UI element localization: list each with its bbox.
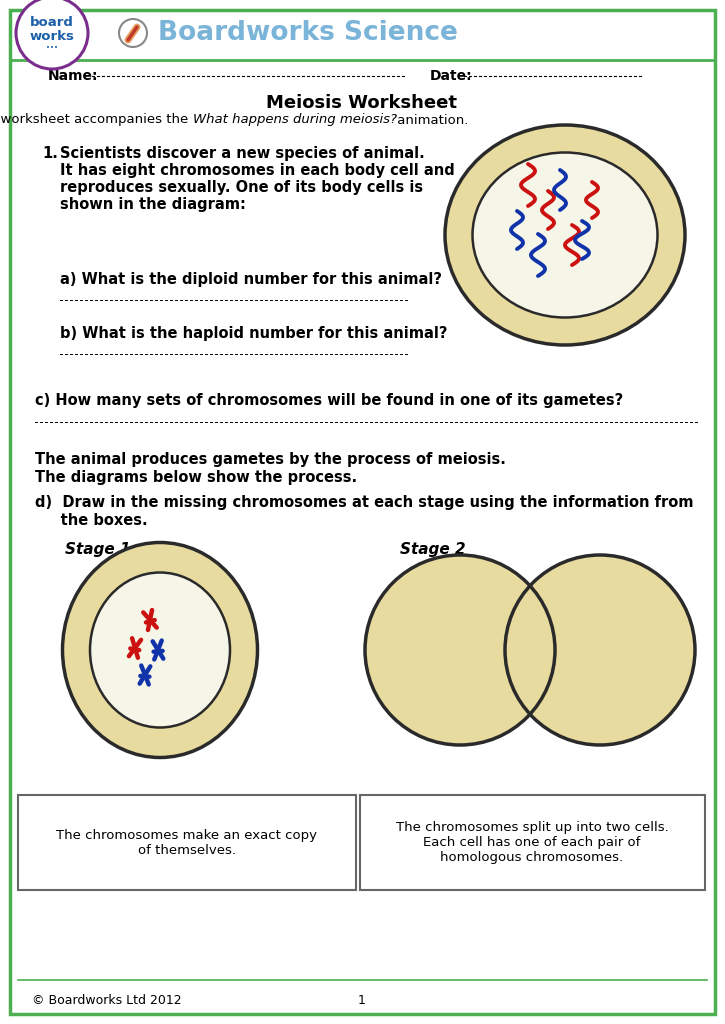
Text: This worksheet accompanies the: This worksheet accompanies the	[0, 114, 193, 127]
Text: b) What is the haploid number for this animal?: b) What is the haploid number for this a…	[60, 326, 447, 341]
Text: It has eight chromosomes in each body cell and: It has eight chromosomes in each body ce…	[60, 163, 455, 178]
Text: shown in the diagram:: shown in the diagram:	[60, 197, 246, 212]
Ellipse shape	[90, 572, 230, 727]
Text: Date:: Date:	[430, 69, 473, 83]
Text: The animal produces gametes by the process of meiosis.: The animal produces gametes by the proce…	[35, 452, 506, 467]
Text: board: board	[30, 15, 74, 29]
Text: © Boardworks Ltd 2012: © Boardworks Ltd 2012	[32, 993, 182, 1007]
Circle shape	[505, 555, 695, 745]
Ellipse shape	[473, 153, 658, 317]
Circle shape	[365, 555, 555, 745]
Text: The chromosomes split up into two cells.
Each cell has one of each pair of
homol: The chromosomes split up into two cells.…	[396, 821, 668, 864]
Circle shape	[16, 0, 88, 69]
Text: Stage 1: Stage 1	[65, 542, 130, 557]
Text: a) What is the diploid number for this animal?: a) What is the diploid number for this a…	[60, 272, 442, 287]
Text: d)  Draw in the missing chromosomes at each stage using the information from: d) Draw in the missing chromosomes at ea…	[35, 495, 694, 510]
Text: Stage 2: Stage 2	[400, 542, 465, 557]
Text: 1.: 1.	[42, 146, 58, 161]
Ellipse shape	[445, 125, 685, 345]
Circle shape	[119, 19, 147, 47]
Text: c) How many sets of chromosomes will be found in one of its gametes?: c) How many sets of chromosomes will be …	[35, 393, 623, 408]
Text: the boxes.: the boxes.	[35, 513, 148, 528]
FancyBboxPatch shape	[459, 615, 601, 685]
Text: Meiosis Worksheet: Meiosis Worksheet	[267, 94, 457, 112]
Text: reproduces sexually. One of its body cells is: reproduces sexually. One of its body cel…	[60, 180, 423, 195]
Text: 1: 1	[358, 993, 366, 1007]
Text: Boardworks Science: Boardworks Science	[158, 20, 458, 46]
Text: What happens during meiosis?: What happens during meiosis?	[193, 114, 397, 127]
Text: The diagrams below show the process.: The diagrams below show the process.	[35, 470, 357, 485]
FancyBboxPatch shape	[360, 795, 705, 890]
FancyBboxPatch shape	[18, 795, 356, 890]
Text: Name:: Name:	[48, 69, 99, 83]
Text: works: works	[30, 30, 75, 43]
Text: Scientists discover a new species of animal.: Scientists discover a new species of ani…	[60, 146, 425, 161]
FancyBboxPatch shape	[10, 10, 715, 1014]
Text: •••: •••	[46, 45, 58, 51]
Text: animation.: animation.	[393, 114, 468, 127]
Ellipse shape	[62, 543, 257, 758]
Text: The chromosomes make an exact copy
of themselves.: The chromosomes make an exact copy of th…	[57, 828, 318, 856]
